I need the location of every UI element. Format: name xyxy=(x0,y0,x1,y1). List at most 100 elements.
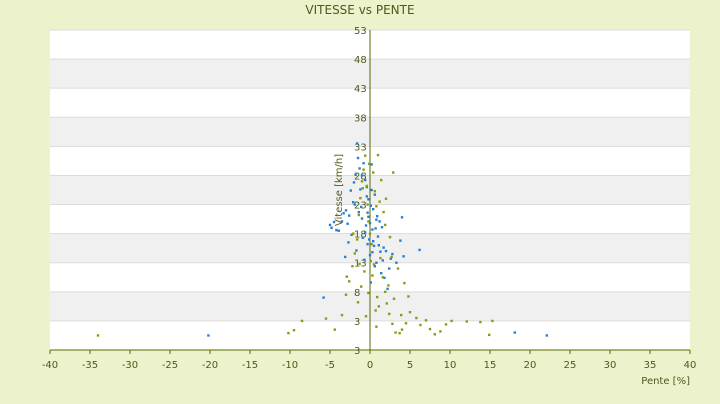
data-point xyxy=(407,295,410,298)
data-point xyxy=(375,325,378,328)
x-tick-label: -10 xyxy=(282,360,298,371)
x-tick-label: -20 xyxy=(202,360,218,371)
data-point xyxy=(367,291,370,295)
data-point xyxy=(371,274,374,277)
data-point xyxy=(395,261,398,264)
data-point xyxy=(378,200,381,203)
data-point xyxy=(369,259,372,263)
data-point xyxy=(370,242,373,246)
data-point xyxy=(349,189,352,192)
data-point xyxy=(376,235,380,238)
data-point xyxy=(352,201,355,204)
data-point xyxy=(372,240,375,243)
data-point xyxy=(352,232,355,235)
data-point xyxy=(292,329,296,332)
data-point xyxy=(330,226,333,230)
data-point xyxy=(392,297,396,300)
data-point xyxy=(439,330,442,333)
data-point xyxy=(360,180,364,183)
data-point xyxy=(340,313,344,317)
data-point xyxy=(383,276,386,280)
data-point xyxy=(513,331,516,334)
data-point xyxy=(379,250,382,253)
data-point xyxy=(348,280,351,283)
data-point xyxy=(364,178,367,182)
data-point xyxy=(352,181,356,184)
data-point xyxy=(355,249,358,252)
data-point xyxy=(377,305,380,308)
x-tick-label: 15 xyxy=(484,360,497,371)
data-point xyxy=(364,154,367,157)
data-point xyxy=(368,253,372,257)
data-point xyxy=(344,255,347,259)
data-point xyxy=(356,156,360,160)
data-point xyxy=(382,246,385,249)
data-point xyxy=(333,328,336,331)
data-point xyxy=(378,220,381,223)
data-point xyxy=(384,290,387,294)
data-point xyxy=(374,309,377,312)
data-point xyxy=(368,221,372,225)
data-point xyxy=(392,171,395,174)
data-point xyxy=(384,223,387,227)
data-point xyxy=(346,222,349,225)
data-point xyxy=(374,227,377,230)
data-points xyxy=(96,142,548,337)
data-point xyxy=(342,212,345,215)
x-tick-label: -30 xyxy=(122,360,138,371)
data-point xyxy=(332,220,336,224)
data-point xyxy=(370,163,373,166)
x-axis-label: Pente [%] xyxy=(641,376,690,387)
x-tick-label: -40 xyxy=(42,360,58,371)
data-point xyxy=(358,167,361,170)
y-tick-label: 53 xyxy=(354,26,367,37)
data-point xyxy=(386,287,389,291)
data-point xyxy=(398,331,401,335)
data-point xyxy=(328,223,332,227)
data-point xyxy=(300,319,304,323)
data-point xyxy=(373,193,376,196)
data-point xyxy=(424,319,428,322)
data-point xyxy=(356,301,360,304)
data-point xyxy=(402,255,405,258)
data-point xyxy=(364,224,368,227)
x-tick-label: 25 xyxy=(564,360,577,371)
data-point xyxy=(385,302,388,305)
data-point xyxy=(433,333,436,336)
data-point xyxy=(369,204,372,207)
data-point xyxy=(364,231,367,234)
data-point xyxy=(391,322,394,326)
data-point xyxy=(388,267,391,270)
data-point xyxy=(287,331,290,335)
data-point xyxy=(381,276,384,279)
data-point xyxy=(379,256,382,260)
data-point xyxy=(400,216,404,219)
data-point xyxy=(376,153,380,157)
data-point xyxy=(361,236,364,239)
data-point xyxy=(381,259,384,262)
chart-title: VITESSE vs PENTE xyxy=(305,3,414,17)
data-point xyxy=(400,328,404,331)
data-point xyxy=(488,333,491,337)
data-point xyxy=(359,188,362,191)
data-point xyxy=(394,331,397,334)
data-point xyxy=(384,249,388,253)
data-point xyxy=(388,235,392,239)
data-point xyxy=(418,248,421,252)
data-point xyxy=(403,281,406,285)
data-point xyxy=(368,232,372,235)
data-point xyxy=(376,295,379,299)
data-point xyxy=(345,275,348,278)
data-point xyxy=(96,334,100,337)
data-point xyxy=(450,319,453,323)
x-tick-label: -35 xyxy=(82,360,98,371)
x-tick-label: 5 xyxy=(407,360,413,371)
data-point xyxy=(380,178,383,182)
data-point xyxy=(337,229,340,232)
data-point xyxy=(353,203,356,206)
data-point xyxy=(396,267,400,270)
data-point xyxy=(384,197,388,200)
data-point xyxy=(404,322,408,325)
data-point xyxy=(372,171,375,174)
